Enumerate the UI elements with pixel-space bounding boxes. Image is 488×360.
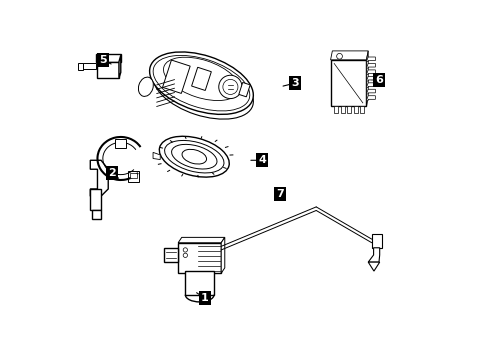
Ellipse shape xyxy=(138,77,153,96)
Polygon shape xyxy=(366,70,375,75)
Circle shape xyxy=(183,253,187,257)
Ellipse shape xyxy=(164,140,224,173)
Polygon shape xyxy=(221,237,224,273)
Polygon shape xyxy=(346,107,351,113)
Text: 5: 5 xyxy=(99,55,106,65)
Polygon shape xyxy=(366,89,375,94)
Polygon shape xyxy=(90,189,101,211)
Circle shape xyxy=(183,248,187,252)
Text: 6: 6 xyxy=(374,75,382,85)
Polygon shape xyxy=(340,107,344,113)
Polygon shape xyxy=(333,107,338,113)
Polygon shape xyxy=(366,76,375,81)
Text: 2: 2 xyxy=(108,168,116,178)
Polygon shape xyxy=(330,60,366,107)
Ellipse shape xyxy=(163,57,239,100)
Bar xyxy=(185,271,214,295)
Polygon shape xyxy=(366,63,375,68)
Bar xyxy=(371,234,381,248)
Polygon shape xyxy=(367,262,379,271)
Polygon shape xyxy=(97,62,119,78)
Polygon shape xyxy=(330,51,367,60)
Polygon shape xyxy=(367,248,379,262)
Ellipse shape xyxy=(218,75,242,99)
Polygon shape xyxy=(163,248,178,262)
Polygon shape xyxy=(178,237,224,243)
Bar xyxy=(130,173,136,178)
Polygon shape xyxy=(153,152,160,159)
Polygon shape xyxy=(78,63,83,69)
Ellipse shape xyxy=(171,144,217,169)
Polygon shape xyxy=(119,55,121,78)
Bar xyxy=(115,139,126,148)
Polygon shape xyxy=(178,243,221,273)
Polygon shape xyxy=(162,60,190,93)
Ellipse shape xyxy=(182,149,206,164)
Circle shape xyxy=(336,53,342,59)
Text: 7: 7 xyxy=(276,189,284,199)
Polygon shape xyxy=(96,54,121,62)
Polygon shape xyxy=(238,82,250,97)
Ellipse shape xyxy=(159,136,229,177)
Polygon shape xyxy=(128,171,139,182)
Polygon shape xyxy=(359,107,364,113)
Ellipse shape xyxy=(223,80,238,94)
Polygon shape xyxy=(366,57,375,62)
Polygon shape xyxy=(366,51,367,107)
Ellipse shape xyxy=(149,52,253,114)
Polygon shape xyxy=(90,160,108,196)
Polygon shape xyxy=(353,107,357,113)
Text: 3: 3 xyxy=(290,78,298,88)
Ellipse shape xyxy=(153,55,249,111)
Text: 4: 4 xyxy=(258,155,266,165)
Polygon shape xyxy=(366,83,375,87)
Polygon shape xyxy=(191,67,211,90)
Polygon shape xyxy=(83,63,96,69)
Polygon shape xyxy=(92,211,101,220)
Polygon shape xyxy=(366,96,375,100)
Text: 1: 1 xyxy=(201,293,208,303)
